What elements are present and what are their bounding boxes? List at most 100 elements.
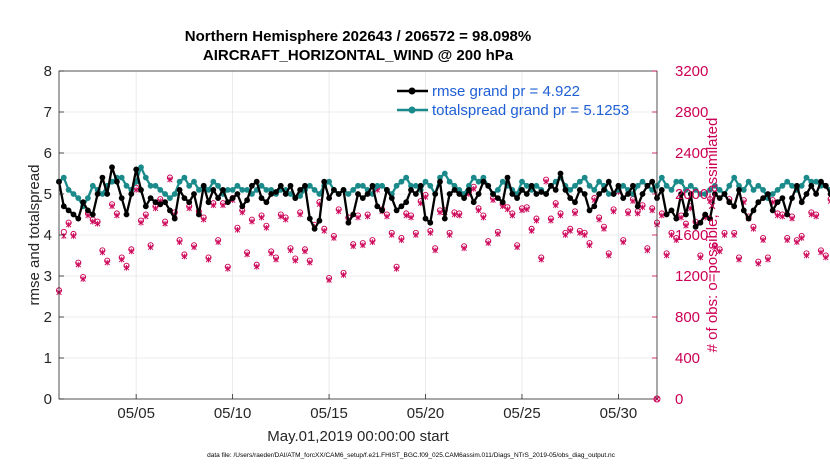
obs-assimilated-marker	[249, 218, 255, 225]
rmse-point	[528, 182, 535, 189]
rmse-point	[258, 195, 265, 202]
totalspread-point	[244, 187, 251, 193]
obs-assimilated-marker	[176, 239, 183, 246]
rmse-point	[798, 199, 805, 206]
totalspread-point	[716, 187, 723, 193]
totalspread-point	[731, 174, 738, 181]
obs-assimilated-marker	[553, 202, 559, 209]
rmse-point	[239, 203, 246, 210]
totalspread-point	[808, 178, 815, 185]
totalspread-point	[350, 187, 357, 193]
obs-assimilated-marker	[364, 213, 371, 220]
rmse-point	[422, 215, 429, 222]
rmse-point	[707, 215, 713, 222]
y-tick-label-right: 2000	[675, 186, 708, 203]
rmse-point	[495, 195, 501, 202]
rmse-point	[591, 203, 598, 210]
obs-assimilated-marker	[335, 208, 342, 215]
totalspread-point	[60, 174, 67, 181]
rmse-point	[99, 174, 106, 181]
totalspread-point	[408, 182, 414, 189]
obs-assimilated-marker	[263, 224, 270, 231]
totalspread-point	[495, 187, 501, 193]
totalspread-point	[803, 174, 810, 181]
y-tick-label-left: 1	[44, 350, 52, 367]
obs-assimilated-marker	[755, 260, 761, 267]
totalspread-point	[673, 178, 680, 185]
rmse-point	[644, 182, 651, 189]
totalspread-point	[678, 178, 684, 185]
obs-assimilated-marker	[803, 252, 810, 259]
obs-assimilated-marker	[668, 232, 675, 238]
obs-assimilated-marker	[721, 232, 728, 238]
totalspread-point	[427, 182, 434, 189]
totalspread-point	[707, 187, 713, 193]
rmse-point	[306, 215, 313, 222]
obs-assimilated-marker	[514, 244, 520, 251]
rmse-point	[663, 211, 670, 218]
totalspread-point	[663, 182, 670, 189]
obs-assimilated-marker	[85, 212, 91, 219]
obs-assimilated-marker	[765, 256, 771, 263]
rmse-point	[138, 187, 144, 193]
legend-rmse-marker	[408, 87, 416, 95]
rmse-point	[678, 191, 684, 197]
obs-assimilated-marker	[422, 194, 429, 200]
totalspread-point	[702, 191, 709, 197]
y-tick-label-left: 2	[44, 309, 52, 326]
totalspread-point	[70, 191, 77, 197]
obs-assimilated-marker	[302, 248, 308, 255]
rmse-point	[277, 182, 284, 189]
rmse-point	[683, 211, 689, 218]
obs-assimilated-marker	[596, 216, 602, 223]
rmse-point	[441, 215, 448, 222]
rmse-point	[596, 191, 602, 197]
rmse-point	[292, 195, 299, 202]
rmse-point	[408, 187, 414, 193]
rmse-point	[253, 178, 260, 185]
obs-assimilated-marker	[143, 213, 149, 220]
obs-assimilated-marker	[234, 226, 241, 233]
totalspread-point	[620, 182, 627, 189]
obs-assimilated-marker	[808, 211, 815, 218]
rmse-point	[562, 187, 569, 193]
rmse-point	[702, 211, 709, 218]
totalspread-point	[446, 178, 453, 185]
rmse-point	[186, 199, 193, 206]
totalspread-point	[85, 195, 91, 202]
totalspread-point	[258, 182, 265, 189]
obs-assimilated-marker	[663, 252, 670, 259]
obs-assimilated-marker	[572, 210, 578, 217]
rmse-point	[388, 195, 395, 202]
rmse-point	[601, 187, 607, 193]
rmse-point	[282, 191, 289, 197]
totalspread-point	[572, 182, 578, 189]
rmse-point	[822, 182, 829, 189]
obs-assimilated-marker	[80, 276, 86, 282]
obs-assimilated-marker	[794, 239, 800, 246]
obs-assimilated-marker	[659, 212, 665, 219]
obs-assimilated-marker	[485, 240, 491, 247]
rmse-point	[813, 191, 819, 197]
legend-rmse-label: rmse grand pr = 4.922	[432, 83, 580, 100]
obs-assimilated-marker	[389, 232, 395, 238]
rmse-point	[576, 187, 583, 193]
totalspread-point	[379, 182, 385, 189]
rmse-point	[731, 203, 738, 210]
rmse-point	[171, 215, 178, 222]
obs-assimilated-marker	[287, 247, 294, 254]
obs-assimilated-marker	[340, 272, 347, 278]
rmse-point	[273, 189, 279, 195]
obs-assimilated-marker	[760, 237, 766, 244]
obs-assimilated-marker	[326, 277, 332, 283]
obs-assimilated-marker	[413, 232, 419, 238]
rmse-point	[634, 203, 641, 210]
data-lines	[56, 164, 830, 232]
obs-assimilated-marker	[109, 203, 115, 210]
totalspread-point	[697, 191, 704, 197]
rmse-point	[287, 182, 294, 189]
rmse-point	[755, 199, 762, 206]
rmse-point	[321, 178, 328, 185]
rmse-point	[432, 191, 439, 197]
rmse-point	[326, 195, 332, 202]
